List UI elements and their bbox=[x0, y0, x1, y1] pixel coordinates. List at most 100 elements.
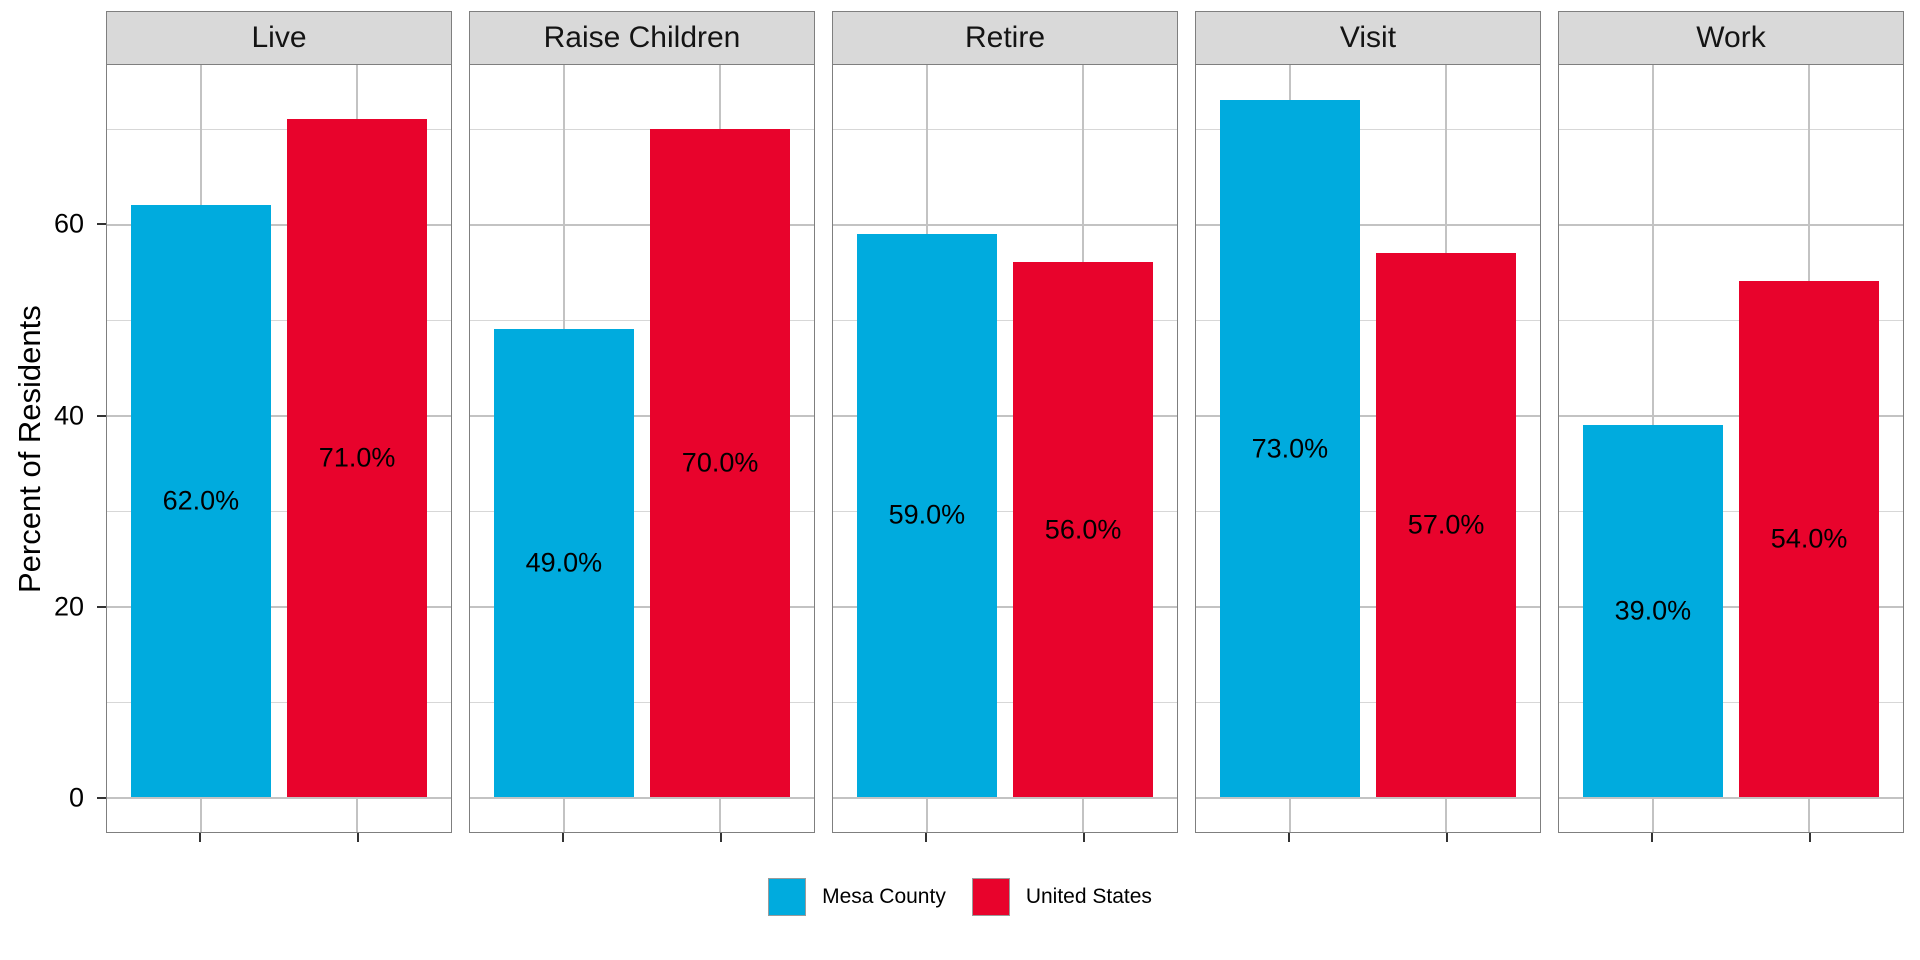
legend: Mesa County United States bbox=[0, 878, 1920, 916]
y-tick-mark bbox=[97, 223, 106, 226]
facet-raise-children: Raise Children 49.0% 70.0% bbox=[469, 11, 815, 843]
gridline-major bbox=[470, 224, 814, 227]
y-axis: 0 20 40 60 bbox=[0, 65, 106, 833]
gridline-minor bbox=[1559, 319, 1903, 321]
bar-mesa-county: 49.0% bbox=[493, 329, 635, 798]
gridline-minor bbox=[1559, 510, 1903, 512]
gridline-minor bbox=[833, 128, 1177, 130]
gridline-major bbox=[107, 224, 451, 227]
gridline-minor bbox=[833, 319, 1177, 321]
x-axis-ticks bbox=[469, 833, 815, 843]
bar-mesa-county: 62.0% bbox=[130, 204, 272, 798]
facet-panel: 73.0% 57.0% bbox=[1195, 65, 1541, 833]
y-tick-mark bbox=[97, 414, 106, 417]
gridline-minor bbox=[470, 701, 814, 703]
x-tick-mark bbox=[1082, 833, 1085, 842]
y-tick-label: 40 bbox=[53, 400, 84, 431]
gridline-major bbox=[833, 415, 1177, 418]
x-tick-mark bbox=[356, 833, 359, 842]
gridline-minor bbox=[1196, 701, 1540, 703]
facet-panel: 49.0% 70.0% bbox=[469, 65, 815, 833]
legend-key-swatch bbox=[768, 878, 807, 916]
legend-entry-mesa-county: Mesa County bbox=[768, 878, 946, 916]
facet-panel: 59.0% 56.0% bbox=[832, 65, 1178, 833]
gridline-major bbox=[1559, 224, 1903, 227]
gridline-minor bbox=[833, 510, 1177, 512]
gridline-major bbox=[107, 606, 451, 609]
gridline-minor bbox=[1196, 510, 1540, 512]
gridline-major bbox=[833, 797, 1177, 800]
facet-strip-label: Raise Children bbox=[469, 11, 815, 65]
y-tick-label: 20 bbox=[53, 591, 84, 622]
bar-mesa-county: 73.0% bbox=[1219, 99, 1361, 798]
bar-value-label: 62.0% bbox=[162, 485, 240, 516]
x-axis-ticks bbox=[106, 833, 452, 843]
x-tick-mark bbox=[719, 833, 722, 842]
gridline-minor bbox=[470, 510, 814, 512]
x-axis-ticks bbox=[832, 833, 1178, 843]
bar-value-label: 39.0% bbox=[1614, 595, 1692, 626]
x-tick-mark bbox=[1651, 833, 1654, 842]
bar-value-label: 59.0% bbox=[888, 499, 966, 530]
x-tick-mark bbox=[562, 833, 565, 842]
bar-united-states: 71.0% bbox=[286, 118, 428, 798]
gridline-minor bbox=[107, 701, 451, 703]
x-tick-mark bbox=[1288, 833, 1291, 842]
gridline-major bbox=[1196, 415, 1540, 418]
facet-retire: Retire 59.0% 56.0% bbox=[832, 11, 1178, 843]
x-tick-mark bbox=[1808, 833, 1811, 842]
gridline-minor bbox=[107, 319, 451, 321]
bar-united-states: 57.0% bbox=[1375, 252, 1517, 798]
facet-work: Work 39.0% 54.0% bbox=[1558, 11, 1904, 843]
facet-panel: 62.0% 71.0% bbox=[106, 65, 452, 833]
gridline-minor bbox=[107, 510, 451, 512]
gridline-major bbox=[470, 606, 814, 609]
facet-strip-label: Retire bbox=[832, 11, 1178, 65]
legend-entry-united-states: United States bbox=[971, 878, 1152, 916]
facet-grid: Live 62.0% 71.0% Raise Children 49.0% 70.0% Re… bbox=[106, 11, 1904, 843]
y-tick-mark bbox=[97, 605, 106, 608]
gridline-minor bbox=[833, 701, 1177, 703]
y-tick-label: 60 bbox=[53, 208, 84, 239]
legend-label: United States bbox=[1025, 885, 1152, 908]
gridline-minor bbox=[1559, 128, 1903, 130]
gridline-major bbox=[1559, 606, 1903, 609]
bar-value-label: 49.0% bbox=[525, 547, 603, 578]
gridline-minor bbox=[1196, 319, 1540, 321]
gridline-minor bbox=[1559, 701, 1903, 703]
gridline-minor bbox=[1196, 128, 1540, 130]
x-tick-mark bbox=[1445, 833, 1448, 842]
y-tick-mark bbox=[97, 797, 106, 800]
facet-strip-label: Visit bbox=[1195, 11, 1541, 65]
gridline-major bbox=[1196, 606, 1540, 609]
gridline-minor bbox=[470, 319, 814, 321]
gridline-major bbox=[470, 797, 814, 800]
bar-value-label: 73.0% bbox=[1251, 433, 1329, 464]
bar-mesa-county: 39.0% bbox=[1582, 424, 1724, 798]
bar-united-states: 54.0% bbox=[1738, 281, 1880, 798]
bar-value-label: 71.0% bbox=[318, 442, 396, 473]
gridline-minor bbox=[470, 128, 814, 130]
bar-united-states: 56.0% bbox=[1012, 262, 1154, 798]
x-axis-ticks bbox=[1195, 833, 1541, 843]
x-tick-mark bbox=[199, 833, 202, 842]
gridline-major bbox=[833, 224, 1177, 227]
x-tick-mark bbox=[925, 833, 928, 842]
gridline-minor bbox=[107, 128, 451, 130]
facet-live: Live 62.0% 71.0% bbox=[106, 11, 452, 843]
facet-strip-label: Work bbox=[1558, 11, 1904, 65]
facet-strip-label: Live bbox=[106, 11, 452, 65]
bar-value-label: 57.0% bbox=[1407, 509, 1485, 540]
x-axis-ticks bbox=[1558, 833, 1904, 843]
gridline-major bbox=[1559, 797, 1903, 800]
facet-visit: Visit 73.0% 57.0% bbox=[1195, 11, 1541, 843]
y-tick-label: 0 bbox=[68, 782, 84, 813]
gridline-major bbox=[1196, 224, 1540, 227]
bar-value-label: 70.0% bbox=[681, 447, 759, 478]
gridline-major bbox=[470, 415, 814, 418]
bar-value-label: 56.0% bbox=[1044, 514, 1122, 545]
facet-panel: 39.0% 54.0% bbox=[1558, 65, 1904, 833]
gridline-major bbox=[107, 415, 451, 418]
legend-key-swatch bbox=[971, 878, 1010, 916]
